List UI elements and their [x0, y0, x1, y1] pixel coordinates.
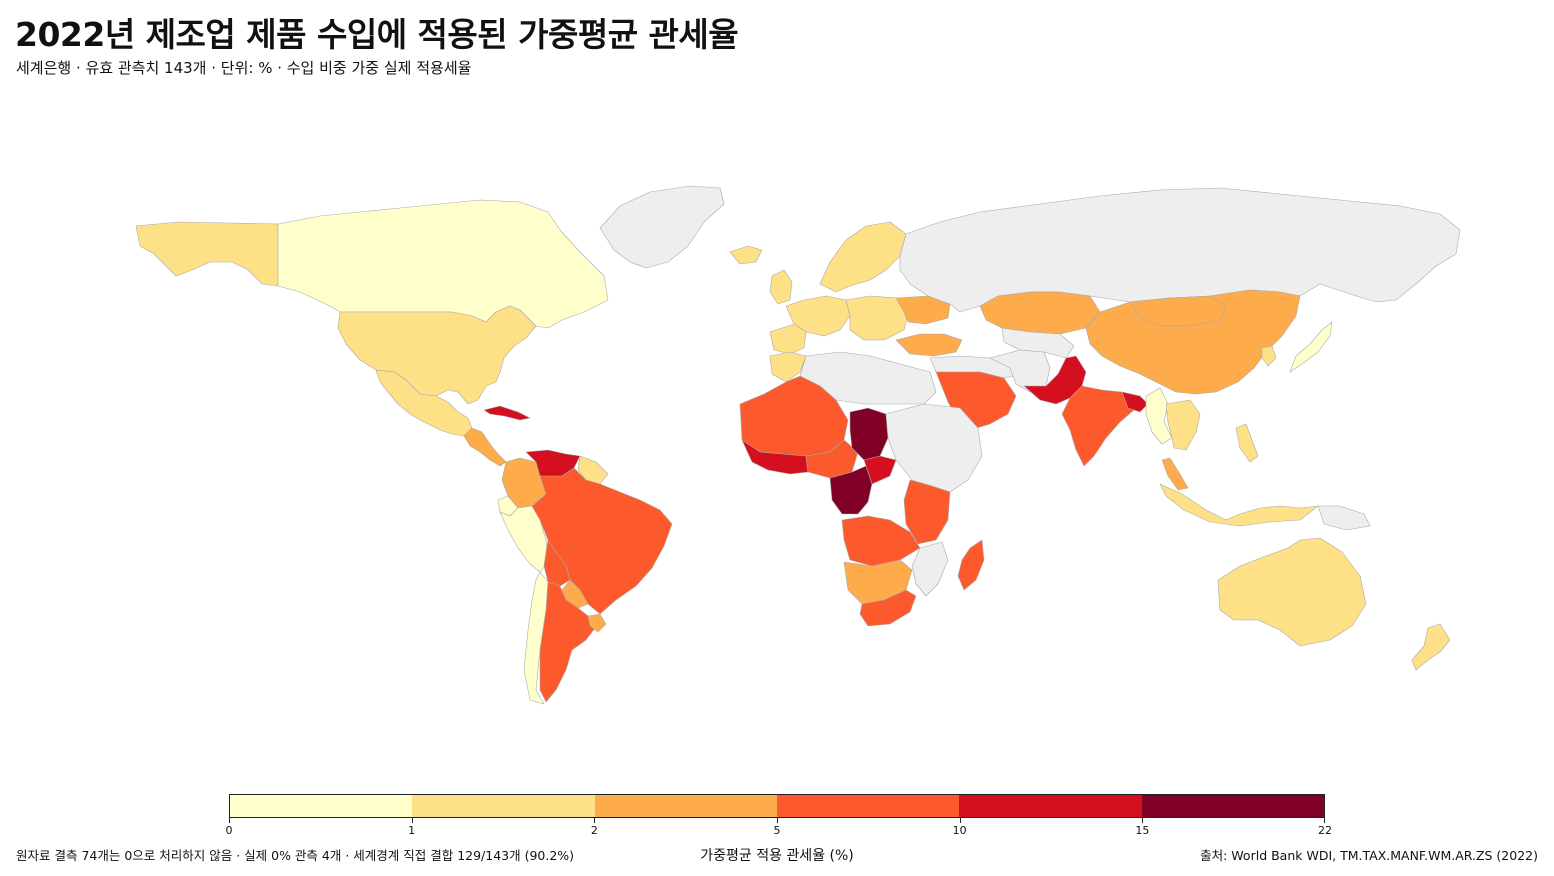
legend-tick — [959, 818, 961, 823]
region-nigeria — [805, 439, 859, 479]
region-sudan-horn — [885, 403, 983, 493]
region-iceland — [729, 245, 763, 265]
legend-title: 가중평균 적용 관세율 (%) — [700, 848, 854, 864]
legend-bin-2 — [594, 795, 777, 817]
page-title: 2022년 제조업 제품 수입에 적용된 가중평균 관세율 — [15, 15, 739, 54]
region-kazakhstan — [979, 291, 1101, 335]
region-united-kingdom — [769, 269, 793, 305]
region-eastern-europe — [845, 295, 909, 341]
region-new-zealand — [1411, 623, 1451, 671]
legend-bin-5 — [1141, 795, 1324, 817]
region-brazil — [531, 467, 673, 615]
region-morocco — [769, 351, 807, 383]
region-canada — [277, 199, 609, 329]
region-pakistan — [1023, 355, 1087, 405]
region-car — [863, 455, 897, 485]
source-note: 출처: World Bank WDI, TM.TAX.MANF.WM.AR.ZS… — [1200, 848, 1538, 863]
legend-tick — [1142, 818, 1144, 823]
legend-tick-label: 15 — [1135, 824, 1150, 837]
region-korea — [1261, 345, 1277, 367]
region-central-america — [463, 427, 507, 467]
region-iberia — [769, 323, 807, 355]
region-scandinavia — [819, 221, 907, 293]
colorbar-legend — [229, 794, 1325, 818]
region-japan — [1289, 321, 1333, 373]
legend-tick — [1324, 818, 1325, 823]
legend-tick — [777, 818, 778, 823]
footnote: 원자료 결측 74개는 0으로 처리하지 않음 · 실제 0% 관측 4개 · … — [16, 848, 575, 863]
region-indochina — [1165, 399, 1201, 451]
region-alaska — [135, 221, 279, 287]
legend-tick — [229, 818, 230, 823]
legend-bin-1 — [412, 795, 595, 817]
region-uruguay — [587, 613, 607, 633]
legend-tick — [594, 818, 596, 823]
region-russia — [899, 187, 1461, 313]
region-mongolia — [1129, 295, 1227, 327]
region-philippines — [1235, 423, 1259, 463]
page-subtitle: 세계은행 · 유효 관측치 143개 · 단위: % · 수입 비중 가중 실제… — [16, 59, 472, 77]
region-indonesia — [1159, 483, 1319, 527]
region-mozambique — [911, 541, 949, 597]
region-south-africa — [859, 589, 917, 627]
region-central-africa — [829, 465, 873, 515]
region-united-states — [337, 305, 537, 405]
region-east-africa — [903, 479, 951, 545]
legend-tick-label: 2 — [590, 824, 598, 837]
legend-tick-label: 0 — [225, 824, 233, 837]
legend-tick-label: 22 — [1318, 824, 1332, 837]
region-india — [1061, 385, 1141, 467]
region-cuba — [483, 405, 531, 421]
region-bangladesh — [1121, 391, 1149, 413]
legend-bin-4 — [959, 795, 1142, 817]
region-malay-peninsula — [1161, 457, 1189, 491]
region-australia — [1217, 537, 1367, 647]
legend-bin-0 — [230, 795, 413, 817]
legend-tick-label: 1 — [408, 824, 416, 837]
colorbar-ticks: 0 1 2 5 10 15 22 — [225, 818, 1332, 838]
legend-tick-label: 10 — [952, 824, 967, 837]
region-papua-new-guinea — [1317, 505, 1371, 531]
region-turkey — [895, 333, 963, 357]
legend-tick-label: 5 — [773, 824, 781, 837]
region-greenland — [599, 185, 725, 269]
region-argentina — [539, 581, 599, 703]
legend-tick — [411, 818, 413, 823]
legend-bin-3 — [776, 795, 960, 817]
region-angola-zambia — [841, 515, 921, 567]
region-madagascar — [957, 539, 985, 591]
